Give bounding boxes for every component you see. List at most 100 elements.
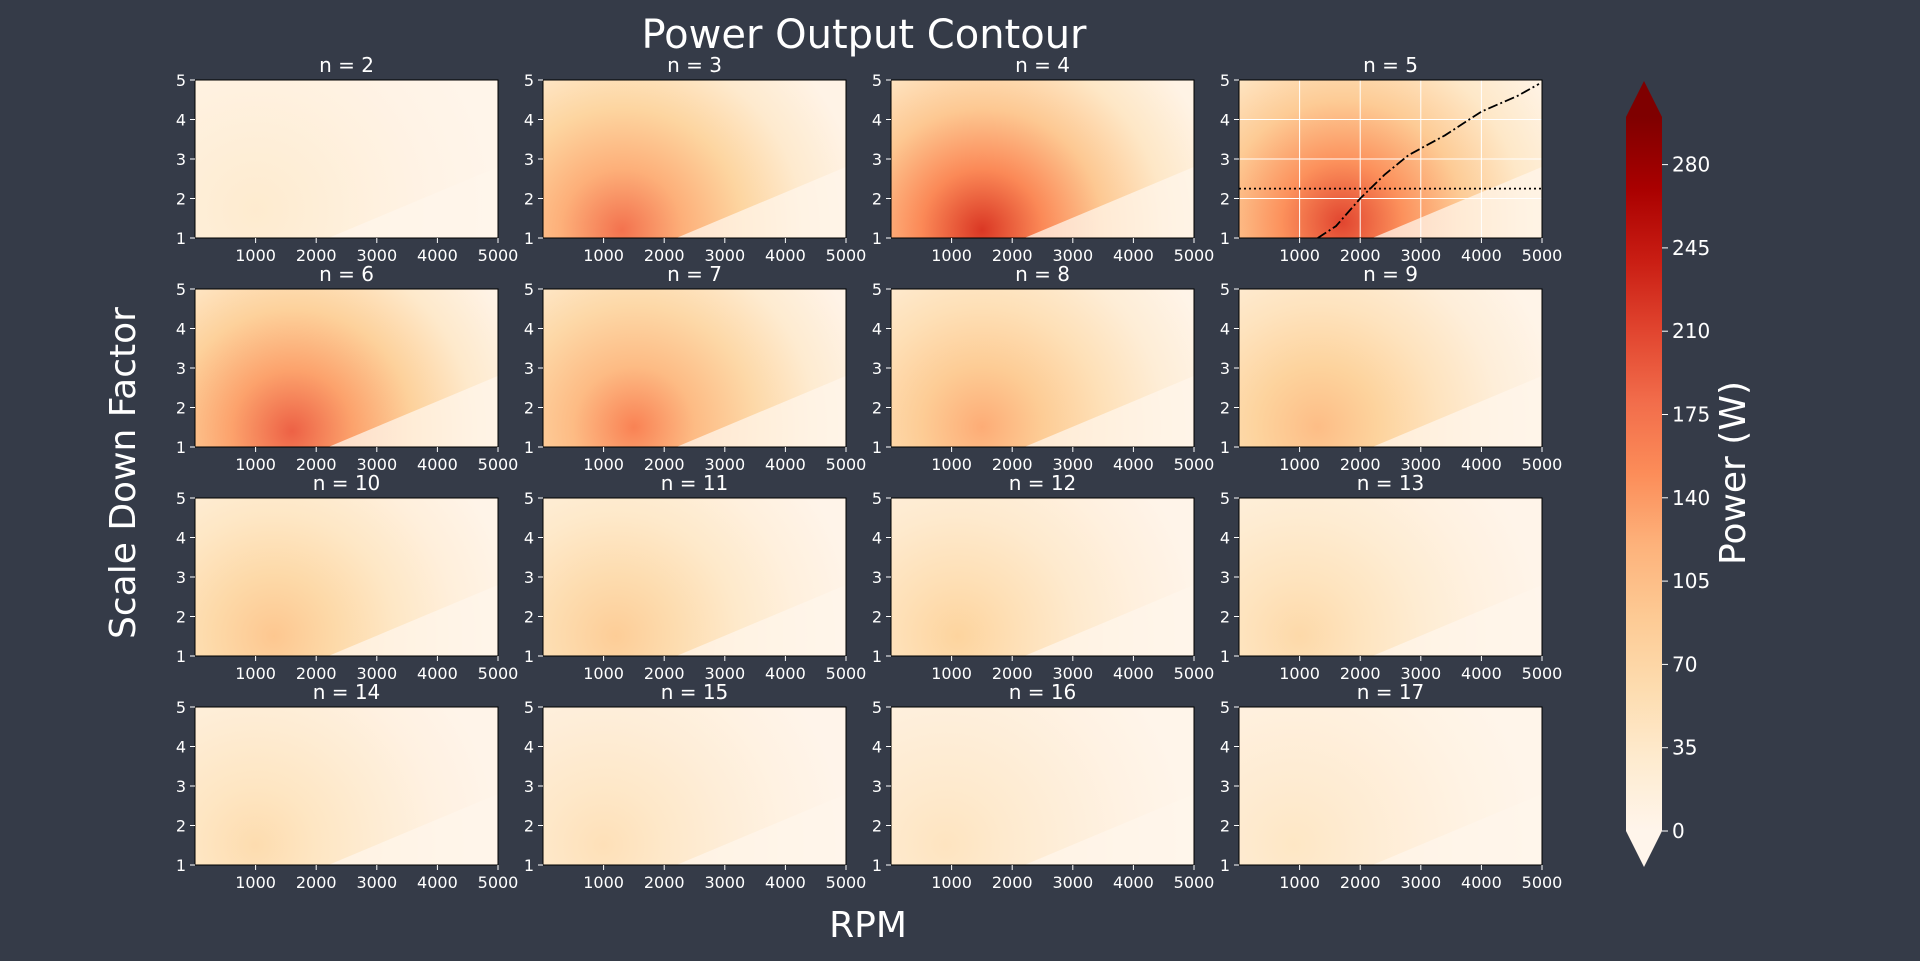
x-tick-label: 1000 bbox=[235, 455, 276, 474]
y-tick-label: 2 bbox=[524, 190, 534, 209]
x-tick-label: 4000 bbox=[1461, 664, 1502, 683]
y-tick-label: 4 bbox=[524, 738, 534, 757]
x-tick-label: 5000 bbox=[826, 455, 867, 474]
x-tick-label: 5000 bbox=[1174, 873, 1215, 892]
low-power-region bbox=[1024, 584, 1194, 656]
y-tick-label: 2 bbox=[524, 817, 534, 836]
panel-n7: n = 7 1000 2000 3000 4000 5000 1 2 3 4 5 bbox=[524, 262, 867, 474]
y-tick-label: 2 bbox=[1220, 399, 1230, 418]
y-tick-label: 5 bbox=[524, 280, 534, 299]
x-tick-label: 2000 bbox=[296, 664, 337, 683]
x-tick-label: 4000 bbox=[1113, 664, 1154, 683]
y-tick-label: 3 bbox=[872, 150, 882, 169]
x-tick-label: 3000 bbox=[704, 664, 745, 683]
y-tick-label: 4 bbox=[872, 320, 882, 339]
y-tick-label: 4 bbox=[524, 111, 534, 130]
low-power-region bbox=[1372, 793, 1542, 865]
y-tick-label: 4 bbox=[1220, 529, 1230, 548]
y-tick-label: 1 bbox=[524, 438, 534, 457]
y-tick-label: 1 bbox=[1220, 438, 1230, 457]
colorbar-tick-label: 175 bbox=[1672, 403, 1710, 427]
y-tick-label: 5 bbox=[1220, 489, 1230, 508]
x-tick-label: 2000 bbox=[644, 246, 685, 265]
y-tick-label: 1 bbox=[1220, 229, 1230, 248]
y-tick-label: 3 bbox=[872, 777, 882, 796]
y-tick-label: 3 bbox=[176, 777, 186, 796]
x-tick-label: 5000 bbox=[1174, 455, 1215, 474]
y-tick-label: 3 bbox=[524, 359, 534, 378]
x-tick-label: 4000 bbox=[1113, 873, 1154, 892]
x-tick-label: 5000 bbox=[478, 873, 519, 892]
low-power-region bbox=[328, 375, 498, 447]
y-tick-label: 5 bbox=[872, 71, 882, 90]
x-tick-label: 5000 bbox=[1522, 455, 1563, 474]
panel-n15: n = 15 1000 2000 3000 4000 5000 1 2 3 4 5 bbox=[524, 680, 867, 892]
panel-title: n = 16 bbox=[1009, 680, 1077, 704]
y-tick-label: 2 bbox=[176, 399, 186, 418]
panel-n10: n = 10 1000 2000 3000 4000 5000 1 2 3 4 5 bbox=[176, 471, 519, 683]
x-tick-label: 1000 bbox=[1279, 873, 1320, 892]
x-tick-label: 2000 bbox=[1340, 246, 1381, 265]
panel-n11: n = 11 1000 2000 3000 4000 5000 1 2 3 4 5 bbox=[524, 471, 867, 683]
y-tick-label: 3 bbox=[524, 568, 534, 587]
x-tick-label: 5000 bbox=[478, 664, 519, 683]
y-tick-label: 3 bbox=[176, 150, 186, 169]
x-tick-label: 1000 bbox=[235, 246, 276, 265]
low-power-region bbox=[1372, 166, 1542, 238]
y-tick-label: 4 bbox=[176, 529, 186, 548]
y-tick-label: 5 bbox=[524, 489, 534, 508]
y-tick-label: 3 bbox=[524, 777, 534, 796]
low-power-region bbox=[328, 584, 498, 656]
x-tick-label: 2000 bbox=[992, 246, 1033, 265]
low-power-region bbox=[676, 375, 846, 447]
y-tick-label: 3 bbox=[872, 568, 882, 587]
x-tick-label: 4000 bbox=[765, 246, 806, 265]
y-tick-label: 2 bbox=[176, 817, 186, 836]
y-tick-label: 3 bbox=[1220, 777, 1230, 796]
x-tick-label: 5000 bbox=[1174, 246, 1215, 265]
y-tick-label: 1 bbox=[872, 856, 882, 875]
colorbar-tick-label: 245 bbox=[1672, 236, 1710, 260]
x-tick-label: 3000 bbox=[356, 873, 397, 892]
y-tick-label: 4 bbox=[1220, 738, 1230, 757]
y-tick-label: 2 bbox=[872, 190, 882, 209]
colorbar-extend-min bbox=[1626, 831, 1662, 867]
x-tick-label: 3000 bbox=[1400, 246, 1441, 265]
x-tick-label: 3000 bbox=[704, 455, 745, 474]
x-tick-label: 1000 bbox=[931, 246, 972, 265]
x-tick-label: 3000 bbox=[356, 246, 397, 265]
x-tick-label: 5000 bbox=[826, 664, 867, 683]
colorbar: 0 35 70 105 140 175 210 245 280 bbox=[1626, 81, 1710, 867]
x-tick-label: 4000 bbox=[417, 455, 458, 474]
panel-title: n = 7 bbox=[667, 262, 722, 286]
y-tick-label: 1 bbox=[176, 856, 186, 875]
x-tick-label: 4000 bbox=[1461, 873, 1502, 892]
y-tick-label: 2 bbox=[1220, 817, 1230, 836]
x-tick-label: 3000 bbox=[1052, 246, 1093, 265]
low-power-region bbox=[1024, 793, 1194, 865]
colorbar-tick-label: 0 bbox=[1672, 819, 1685, 843]
y-tick-label: 1 bbox=[524, 856, 534, 875]
x-tick-label: 3000 bbox=[1052, 664, 1093, 683]
x-tick-label: 4000 bbox=[1113, 246, 1154, 265]
x-axis-label: RPM bbox=[829, 905, 907, 946]
x-tick-label: 2000 bbox=[992, 664, 1033, 683]
colorbar-tick-label: 210 bbox=[1672, 319, 1710, 343]
y-tick-label: 2 bbox=[176, 190, 186, 209]
y-tick-label: 5 bbox=[1220, 698, 1230, 717]
y-tick-label: 4 bbox=[176, 111, 186, 130]
low-power-region bbox=[1024, 166, 1194, 238]
x-tick-label: 3000 bbox=[704, 246, 745, 265]
y-tick-label: 1 bbox=[872, 229, 882, 248]
y-tick-label: 2 bbox=[872, 608, 882, 627]
x-tick-label: 1000 bbox=[1279, 455, 1320, 474]
y-tick-label: 5 bbox=[176, 280, 186, 299]
x-tick-label: 2000 bbox=[296, 873, 337, 892]
x-tick-label: 1000 bbox=[583, 873, 624, 892]
y-tick-label: 2 bbox=[524, 399, 534, 418]
y-tick-label: 1 bbox=[176, 438, 186, 457]
low-power-region bbox=[676, 793, 846, 865]
low-power-region bbox=[1372, 584, 1542, 656]
x-tick-label: 2000 bbox=[296, 455, 337, 474]
colorbar-tick-label: 280 bbox=[1672, 153, 1710, 177]
